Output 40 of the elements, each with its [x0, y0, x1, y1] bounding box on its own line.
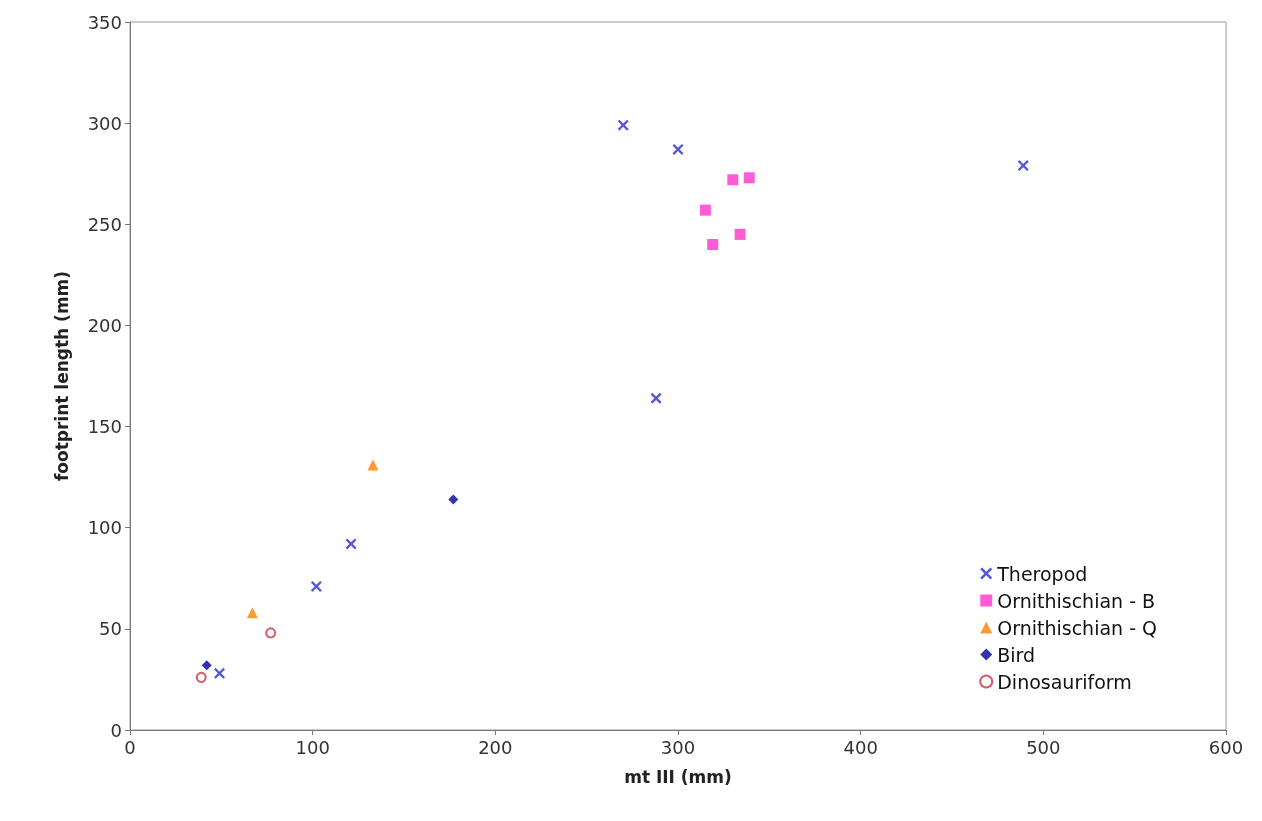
y-tick-label: 300	[87, 112, 122, 134]
point	[650, 392, 662, 404]
x-tick-label: 0	[124, 736, 136, 758]
y-tick-label: 0	[110, 719, 122, 741]
point	[617, 119, 629, 131]
x-tick-label: 200	[478, 736, 513, 758]
legend-label: Ornithischian - B	[997, 589, 1156, 612]
x-tick-label: 100	[295, 736, 330, 758]
point	[1017, 160, 1029, 172]
point	[672, 143, 684, 155]
point	[699, 204, 711, 216]
y-tick-label: 150	[87, 416, 122, 438]
point	[727, 174, 739, 186]
point	[246, 607, 258, 619]
x-tick-label: 500	[1026, 736, 1061, 758]
x-axis-title: mt III (mm)	[624, 766, 732, 787]
point	[195, 671, 207, 683]
legend-label: Dinosauriform	[997, 670, 1132, 693]
point	[345, 538, 357, 550]
point	[310, 580, 322, 592]
point	[367, 459, 379, 471]
legend-label: Bird	[997, 643, 1036, 666]
point	[734, 228, 746, 240]
x-tick-label: 300	[660, 736, 696, 758]
x-tick-label: 600	[1208, 736, 1244, 758]
point	[743, 172, 755, 184]
y-tick-label: 100	[87, 517, 122, 539]
x-tick-label: 400	[843, 736, 878, 758]
y-tick-label: 250	[87, 213, 122, 235]
y-tick-label: 200	[87, 314, 122, 336]
point	[707, 239, 719, 251]
point	[201, 660, 212, 671]
point	[448, 494, 459, 505]
point	[265, 627, 277, 639]
legend-label: Ornithischian - Q	[997, 616, 1157, 639]
legend-label: Theropod	[996, 562, 1088, 585]
y-axis-title: footprint length (mm)	[51, 270, 72, 482]
y-tick-label: 350	[87, 11, 122, 33]
y-tick-label: 50	[99, 618, 122, 640]
point	[214, 667, 226, 679]
